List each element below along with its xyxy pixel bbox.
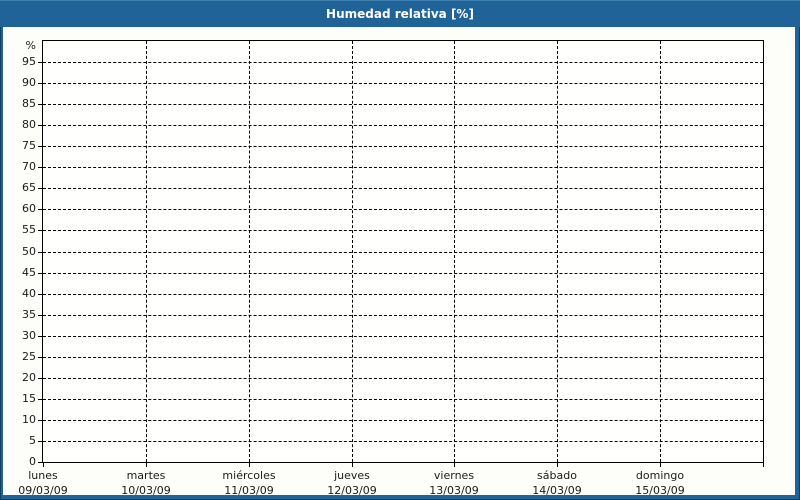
y-grid-line [43, 252, 763, 253]
y-tick-label: 65 [22, 181, 36, 194]
x-day-label: domingo [635, 469, 685, 482]
x-tick [454, 462, 455, 467]
y-tick-label: 80 [22, 118, 36, 131]
x-grid-line [249, 41, 250, 462]
x-category-label: domingo 15/03/09 [600, 468, 720, 498]
y-grid-line [43, 315, 763, 316]
y-tick [38, 294, 43, 295]
y-grid-line [43, 336, 763, 337]
y-tick-label: 95 [22, 55, 36, 68]
y-tick [38, 230, 43, 231]
y-grid-line [43, 62, 763, 63]
chart-panel: 0 5 10 15 20 25 30 35 40 45 50 55 60 65 70 75 80 85 90 95% l… [3, 27, 795, 497]
x-grid-line [352, 41, 353, 462]
y-tick [38, 336, 43, 337]
y-tick-label: 45 [22, 266, 36, 279]
x-tick [763, 462, 764, 467]
x-category-label: lunes 09/03/09 [0, 468, 103, 498]
y-tick-label: 70 [22, 160, 36, 173]
y-tick-label: 75 [22, 139, 36, 152]
x-date-label: 10/03/09 [121, 484, 171, 497]
y-tick [38, 167, 43, 168]
y-grid-line [43, 294, 763, 295]
y-tick [38, 441, 43, 442]
x-category-label: jueves 12/03/09 [292, 468, 412, 498]
x-category-label: miércoles 11/03/09 [189, 468, 309, 498]
y-tick [38, 420, 43, 421]
y-tick [38, 188, 43, 189]
x-category-label: viernes 13/03/09 [394, 468, 514, 498]
x-date-label: 14/03/09 [532, 484, 582, 497]
y-tick-label: 85 [22, 97, 36, 110]
y-grid-line [43, 378, 763, 379]
x-date-label: 13/03/09 [429, 484, 479, 497]
y-tick [38, 209, 43, 210]
x-date-label: 12/03/09 [327, 484, 377, 497]
y-tick [38, 104, 43, 105]
x-date-label: 11/03/09 [224, 484, 274, 497]
y-grid-line [43, 357, 763, 358]
x-category-label: sábado 14/03/09 [497, 468, 617, 498]
x-tick [249, 462, 250, 467]
y-tick [38, 273, 43, 274]
x-category-label: martes 10/03/09 [86, 468, 206, 498]
y-tick-label: 90 [22, 76, 36, 89]
y-tick-label: 50 [22, 245, 36, 258]
y-tick [38, 315, 43, 316]
x-date-label: 15/03/09 [635, 484, 685, 497]
y-grid-line [43, 230, 763, 231]
x-day-label: jueves [334, 469, 370, 482]
y-grid-line [43, 209, 763, 210]
y-tick [38, 125, 43, 126]
y-tick [38, 252, 43, 253]
y-tick-label: 25 [22, 350, 36, 363]
y-grid-line [43, 167, 763, 168]
y-tick-label: 20 [22, 371, 36, 384]
x-day-label: martes [126, 469, 166, 482]
x-day-label: sábado [537, 469, 577, 482]
x-tick [352, 462, 353, 467]
y-tick-label: 35 [22, 308, 36, 321]
x-date-label: 09/03/09 [18, 484, 68, 497]
y-tick-label: 10 [22, 413, 36, 426]
y-grid-line [43, 104, 763, 105]
y-tick [38, 462, 43, 463]
y-grid-line [43, 125, 763, 126]
y-grid-line [43, 83, 763, 84]
y-grid-line [43, 188, 763, 189]
x-tick [660, 462, 661, 467]
y-tick-label: 40 [22, 287, 36, 300]
y-tick [38, 399, 43, 400]
x-day-label: miércoles [222, 469, 276, 482]
x-day-label: lunes [28, 469, 58, 482]
x-tick [146, 462, 147, 467]
y-grid-line [43, 441, 763, 442]
x-tick [557, 462, 558, 467]
y-grid-line [43, 146, 763, 147]
x-grid-line [557, 41, 558, 462]
y-grid-line [43, 273, 763, 274]
chart-title-bar: Humedad relativa [%] [0, 0, 800, 27]
y-tick-label: 15 [22, 392, 36, 405]
y-tick-label: 55 [22, 223, 36, 236]
y-tick-label: 0 [29, 455, 36, 468]
y-tick [38, 62, 43, 63]
y-tick-label: 30 [22, 329, 36, 342]
y-tick [38, 146, 43, 147]
y-tick-label: 5 [29, 434, 36, 447]
y-grid-line [43, 399, 763, 400]
x-tick [43, 462, 44, 467]
y-grid-line [43, 420, 763, 421]
y-tick [38, 378, 43, 379]
y-axis-unit-label: % [25, 39, 36, 52]
x-day-label: viernes [433, 469, 475, 482]
x-grid-line [454, 41, 455, 462]
y-tick [38, 357, 43, 358]
y-tick [38, 83, 43, 84]
plot-area: 0 5 10 15 20 25 30 35 40 45 50 55 60 65 70 75 80 85 90 95% l… [18, 39, 764, 497]
x-grid-line [660, 41, 661, 462]
y-tick-label: 60 [22, 202, 36, 215]
x-grid-line [146, 41, 147, 462]
